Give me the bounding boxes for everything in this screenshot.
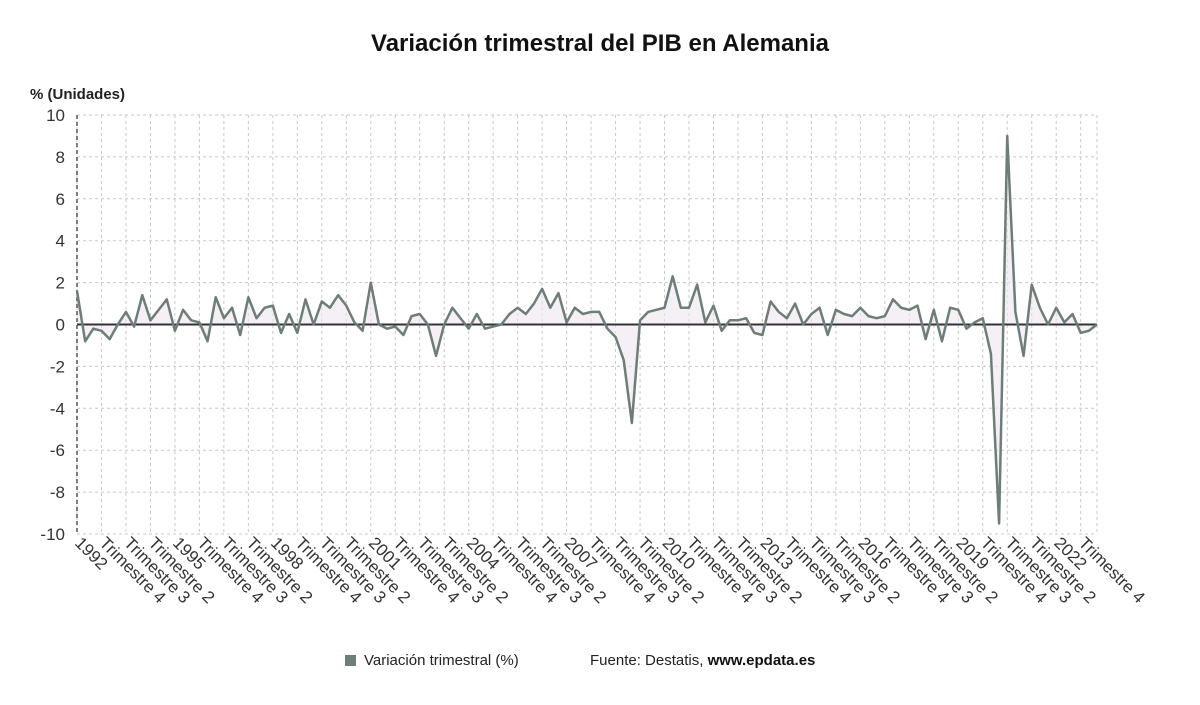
legend: Variación trimestral (%) (345, 652, 519, 669)
y-tick-label: -2 (50, 357, 65, 376)
y-tick-label: -4 (50, 399, 65, 418)
legend-swatch (345, 655, 356, 666)
y-tick-label: 0 (56, 316, 65, 335)
chart-title: Variación trimestral del PIB en Alemania (371, 30, 829, 57)
axis-layer (76, 115, 1097, 534)
y-tick-label: 2 (56, 274, 65, 293)
source-link[interactable]: www.epdata.es (707, 652, 816, 669)
y-tick-label: -8 (50, 483, 65, 502)
y-tick-label: -10 (40, 525, 65, 544)
y-tick-label: 8 (56, 148, 65, 167)
series-line-variacion-trimestral (75, 134, 1098, 525)
source-note: Fuente: Destatis, www.epdata.es (590, 652, 815, 669)
source-text: Fuente: Destatis, (590, 652, 704, 669)
y-tick-label: 6 (56, 190, 65, 209)
grid-layer (76, 114, 1098, 535)
y-tick-label: 10 (46, 106, 65, 125)
y-axis-unit-label: % (Unidades) (30, 86, 126, 103)
chart-footer: Variación trimestral (%) Fuente: Destati… (0, 652, 1200, 674)
y-tick-labels: 10 8 6 4 2 0 -2 -4 -6 -8 -10 (40, 106, 65, 544)
legend-label: Variación trimestral (%) (364, 652, 519, 669)
line-layer (75, 134, 1098, 525)
y-tick-label: -6 (50, 441, 65, 460)
y-tick-label: 4 (56, 232, 65, 251)
